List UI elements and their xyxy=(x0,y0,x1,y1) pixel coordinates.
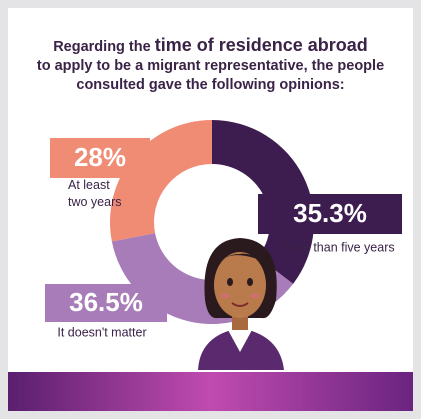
donut-slice xyxy=(212,120,315,284)
footer-band xyxy=(8,372,413,411)
title-emphasis: time of residence abroad xyxy=(154,35,368,55)
category-label: It doesn't matter xyxy=(57,325,146,339)
value-label: 28% xyxy=(74,142,126,172)
label-box xyxy=(45,284,167,322)
label-box xyxy=(258,194,402,234)
category-label: At least two years xyxy=(68,178,122,209)
title-rest: to apply to be a migrant representative,… xyxy=(36,58,385,93)
person-illustration xyxy=(198,238,284,370)
value-label: 36.5% xyxy=(69,287,143,317)
category-label: More than five years xyxy=(281,240,394,254)
donut-slice xyxy=(110,120,212,242)
value-label: 35.3% xyxy=(293,198,367,228)
title-lead: Regarding the xyxy=(53,39,151,55)
label-box xyxy=(50,138,150,178)
chart-title: Regarding the time of residence abroad to… xyxy=(12,36,409,95)
